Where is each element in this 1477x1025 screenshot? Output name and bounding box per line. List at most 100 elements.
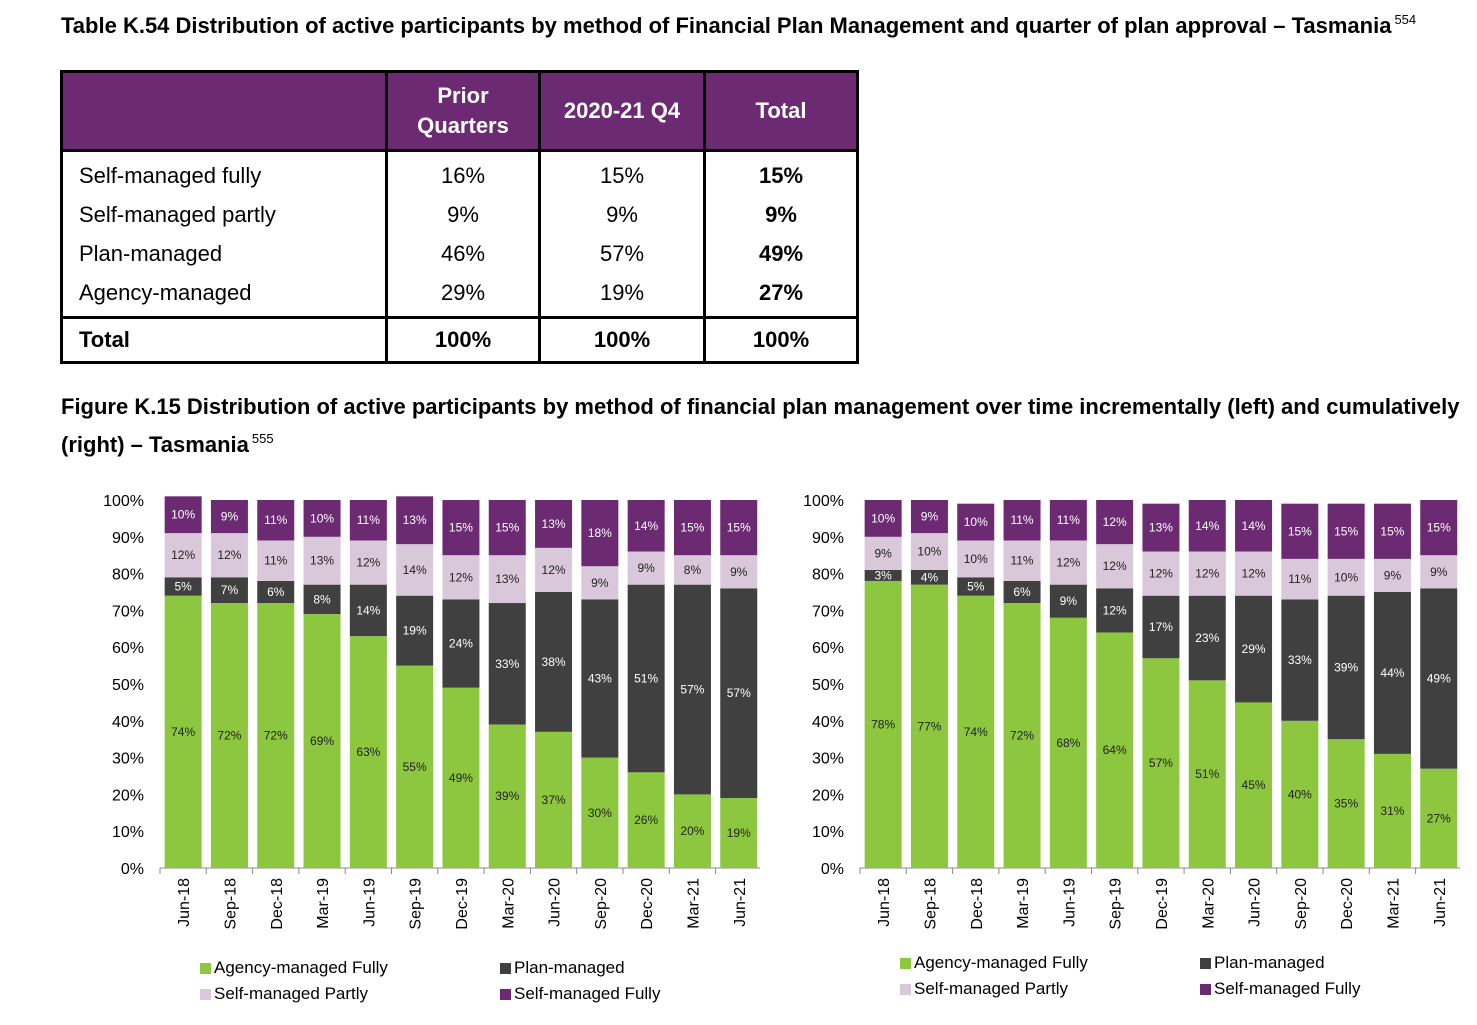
data-label: 8% xyxy=(684,563,702,577)
y-tick-label: 20% xyxy=(812,787,844,804)
legend-label: Plan-managed xyxy=(1214,953,1325,972)
data-label: 12% xyxy=(1149,567,1173,581)
data-label: 38% xyxy=(542,655,566,669)
legend-label: Self-managed Partly xyxy=(914,979,1069,998)
legend-swatch xyxy=(1200,983,1211,995)
bar-segment-self_fully xyxy=(349,500,387,541)
data-label: 72% xyxy=(217,729,241,743)
figure-title: Figure K.15 Distribution of active parti… xyxy=(61,391,1471,461)
bar-segment-plan xyxy=(442,599,480,688)
data-label: 15% xyxy=(680,521,704,535)
bar-segment-agency xyxy=(1420,768,1458,868)
bar-segment-plan xyxy=(627,584,665,773)
bar-segment-agency xyxy=(1373,753,1411,868)
legend-item-self_partly: Self-managed Partly xyxy=(200,984,368,1004)
data-label: 12% xyxy=(1103,603,1127,617)
table-row: Self-managed partly 9% 9% 9% xyxy=(60,195,859,234)
data-label: 10% xyxy=(1334,570,1358,584)
data-label: 6% xyxy=(1013,585,1031,599)
y-tick-label: 30% xyxy=(812,751,844,768)
bar-segment-self_fully xyxy=(720,500,758,556)
data-label: 15% xyxy=(727,521,751,535)
table-header-row: Prior Quarters 2020-21 Q4 Total xyxy=(60,70,859,152)
header-prior-quarters: Prior Quarters xyxy=(385,70,541,152)
y-tick-label: 50% xyxy=(812,677,844,694)
cell-total: 49% xyxy=(703,234,859,273)
data-label: 27% xyxy=(1427,811,1451,825)
bar-segment-self_fully xyxy=(1142,503,1180,552)
bar-segment-plan xyxy=(957,577,995,596)
bar-segment-agency xyxy=(396,665,434,868)
x-tick-label: Mar-19 xyxy=(1015,878,1032,929)
legend-left: Agency-managed Fully Plan-managed Self-man… xyxy=(200,958,760,1008)
row-label: Agency-managed xyxy=(60,273,388,318)
data-label: 23% xyxy=(1195,631,1219,645)
data-label: 9% xyxy=(730,565,748,579)
bar-segment-self_partly xyxy=(1003,540,1041,581)
data-label: 37% xyxy=(542,793,566,807)
bar-segment-self_partly xyxy=(864,536,902,570)
bar-segment-plan xyxy=(1096,588,1134,633)
bar-segment-self_partly xyxy=(1188,551,1226,596)
x-tick-label: Jun-18 xyxy=(876,878,893,927)
bar-segment-plan xyxy=(257,580,295,604)
bar-segment-self_partly xyxy=(303,536,341,585)
data-label: 15% xyxy=(1288,524,1312,538)
total-label: Total xyxy=(60,316,388,364)
x-tick-label: Sep-18 xyxy=(222,878,239,930)
x-tick-label: Jun-21 xyxy=(732,878,749,927)
cumulative-chart: 0% 10% 20% 30% 40% 50% 60% 70% 80% 90% 100% 78% 3% 9%… xyxy=(803,493,1460,930)
data-label: 13% xyxy=(542,517,566,531)
legend-item-agency: Agency-managed Fully xyxy=(900,953,1088,973)
data-label: 9% xyxy=(874,546,892,560)
data-label: 78% xyxy=(871,717,895,731)
bar-segment-self_partly xyxy=(720,555,758,589)
row-label: Plan-managed xyxy=(60,234,388,273)
data-label: 7% xyxy=(221,583,239,597)
data-label: 13% xyxy=(1149,521,1173,535)
data-label: 12% xyxy=(1103,559,1127,573)
data-label: 39% xyxy=(1334,660,1358,674)
figure-title-text: Figure K.15 Distribution of active parti… xyxy=(61,394,1460,457)
data-label: 26% xyxy=(634,813,658,827)
bar-segment-plan xyxy=(1049,584,1087,618)
bar-segment-agency xyxy=(164,595,202,868)
bar-segment-agency xyxy=(488,724,526,868)
data-label: 9% xyxy=(1430,565,1448,579)
bar-segment-self_fully xyxy=(210,500,248,534)
x-tick-label: Dec-19 xyxy=(454,878,471,930)
bar-segment-plan xyxy=(1003,580,1041,604)
data-label: 10% xyxy=(310,511,334,525)
bar-segment-self_fully xyxy=(1373,503,1411,559)
data-label: 17% xyxy=(1149,620,1173,634)
data-label: 51% xyxy=(1195,767,1219,781)
data-label: 69% xyxy=(310,734,334,748)
bar-segment-agency xyxy=(1327,739,1365,868)
bar-segment-self_fully xyxy=(957,503,995,541)
legend-label: Self-managed Partly xyxy=(214,984,369,1003)
bar-segment-agency xyxy=(257,603,295,868)
data-label: 9% xyxy=(591,576,609,590)
bar-segment-self_partly xyxy=(1327,558,1365,596)
data-label: 9% xyxy=(637,561,655,575)
bar-segment-agency xyxy=(1142,658,1180,868)
data-label: 33% xyxy=(1288,653,1312,667)
legend-item-self_fully: Self-managed Fully xyxy=(1200,979,1360,999)
y-tick-label: 80% xyxy=(112,567,144,584)
data-label: 72% xyxy=(264,729,288,743)
legend-swatch xyxy=(500,962,511,974)
data-label: 11% xyxy=(1010,513,1033,527)
bar-segment-self_partly xyxy=(349,540,387,585)
data-label: 44% xyxy=(1380,666,1404,680)
data-label: 72% xyxy=(1010,729,1034,743)
data-label: 31% xyxy=(1380,804,1404,818)
bar-segment-self_fully xyxy=(1281,503,1319,559)
data-label: 15% xyxy=(1380,524,1404,538)
header-2020-21-q4: 2020-21 Q4 xyxy=(538,70,706,152)
bar-segment-agency xyxy=(581,757,619,868)
x-tick-label: Dec-20 xyxy=(639,878,656,930)
data-label: 8% xyxy=(313,592,331,606)
data-label: 63% xyxy=(356,745,380,759)
bar-segment-self_partly xyxy=(1235,551,1273,596)
data-label: 35% xyxy=(1334,797,1358,811)
